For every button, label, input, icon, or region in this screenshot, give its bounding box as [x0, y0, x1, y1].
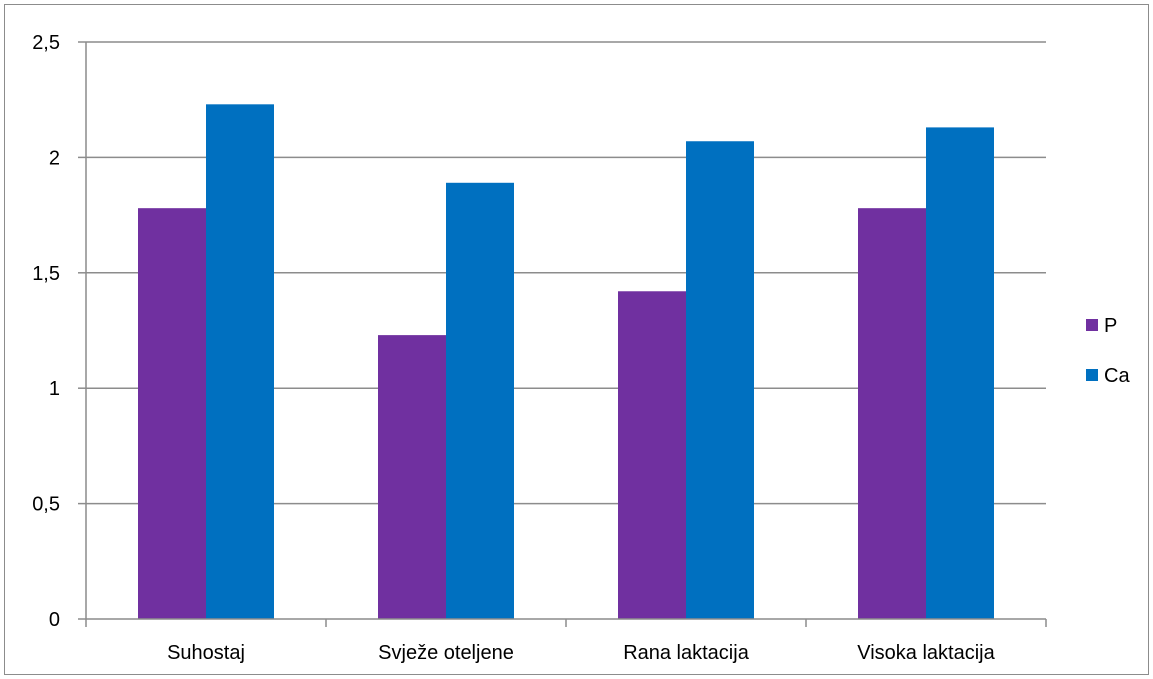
x-tick-label: Suhostaj	[167, 642, 245, 664]
y-tick-label: 2	[49, 147, 60, 169]
bar-p-1	[378, 335, 446, 619]
y-tick-label: 1,5	[32, 263, 60, 285]
legend-label-ca: Ca	[1104, 365, 1130, 387]
bar-ca-0	[206, 104, 274, 620]
y-axis-ticks: 0 0,5 1 1,5 2 2,5	[32, 32, 86, 631]
x-tick-label: Visoka laktacija	[857, 642, 995, 664]
x-tick-label: Rana laktacija	[623, 642, 750, 664]
legend-swatch-p	[1086, 319, 1098, 331]
y-tick-label: 0	[49, 609, 60, 631]
bar-ca-3	[926, 127, 994, 620]
legend-label-p: P	[1104, 315, 1117, 337]
y-tick-label: 0,5	[32, 494, 60, 516]
bar-p-3	[858, 208, 926, 619]
bar-ca-2	[686, 141, 754, 619]
x-tick-label: Svježe oteljene	[378, 642, 514, 664]
legend: P Ca	[1086, 315, 1130, 387]
x-axis-ticks: Suhostaj Svježe oteljene Rana laktacija Vis…	[85, 619, 1047, 664]
legend-swatch-ca	[1086, 369, 1098, 381]
y-tick-label: 2,5	[32, 32, 60, 54]
bar-ca-1	[446, 182, 514, 619]
bar-p-0	[138, 208, 206, 619]
bar-p-2	[618, 291, 686, 619]
bars	[138, 104, 994, 620]
y-tick-label: 1	[49, 378, 60, 400]
